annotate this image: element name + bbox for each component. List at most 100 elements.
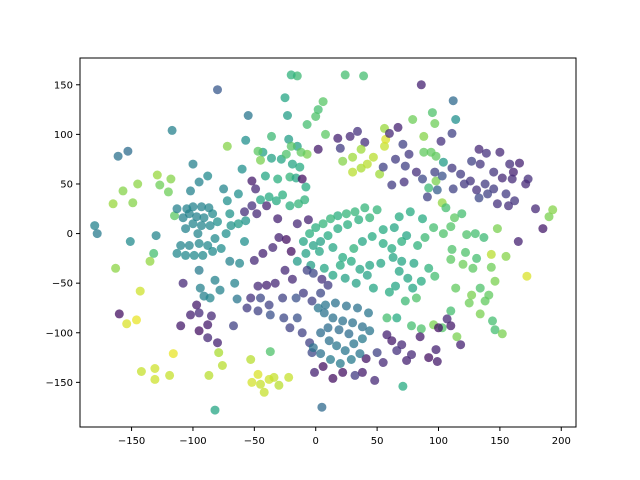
data-point bbox=[392, 346, 402, 356]
data-point bbox=[441, 203, 451, 213]
data-point bbox=[434, 323, 443, 333]
data-point bbox=[194, 265, 204, 275]
data-point bbox=[225, 209, 235, 219]
data-point bbox=[522, 271, 532, 281]
data-point bbox=[297, 328, 307, 338]
data-point bbox=[475, 309, 485, 319]
data-point bbox=[338, 156, 348, 166]
data-point bbox=[408, 115, 418, 124]
data-point bbox=[362, 270, 372, 280]
data-point bbox=[204, 203, 214, 213]
data-point bbox=[155, 180, 165, 190]
data-point bbox=[136, 367, 146, 376]
y-tick-label: −150 bbox=[46, 378, 73, 389]
data-point bbox=[515, 158, 524, 168]
data-point bbox=[475, 159, 485, 169]
data-point bbox=[431, 151, 441, 161]
data-point bbox=[475, 283, 485, 293]
data-point bbox=[504, 201, 513, 211]
data-point bbox=[389, 223, 399, 233]
data-point bbox=[464, 298, 474, 308]
data-point bbox=[474, 193, 484, 203]
data-point bbox=[188, 202, 198, 212]
data-point bbox=[208, 246, 218, 256]
data-point bbox=[422, 192, 432, 202]
data-point bbox=[324, 336, 334, 346]
data-point bbox=[253, 281, 263, 291]
data-point bbox=[113, 151, 123, 161]
data-point bbox=[125, 237, 135, 246]
data-point bbox=[280, 93, 290, 103]
data-point bbox=[199, 213, 209, 223]
data-point bbox=[376, 258, 386, 268]
data-point bbox=[382, 313, 392, 323]
data-point bbox=[447, 163, 457, 173]
data-point bbox=[297, 174, 307, 184]
data-point bbox=[90, 221, 100, 231]
data-point bbox=[387, 180, 397, 190]
data-point bbox=[233, 219, 243, 229]
data-point bbox=[407, 350, 416, 360]
data-point bbox=[424, 263, 434, 273]
data-point bbox=[233, 189, 243, 199]
data-point bbox=[210, 275, 220, 285]
data-point bbox=[265, 347, 275, 357]
data-point bbox=[407, 321, 416, 331]
data-point bbox=[256, 155, 265, 165]
data-point bbox=[510, 196, 520, 206]
data-point bbox=[314, 246, 324, 256]
data-point bbox=[400, 296, 410, 306]
data-point bbox=[362, 159, 372, 169]
data-point bbox=[213, 338, 222, 348]
data-point bbox=[507, 174, 517, 184]
data-point bbox=[468, 263, 478, 273]
data-point bbox=[298, 288, 308, 298]
data-point bbox=[270, 278, 280, 288]
data-point bbox=[430, 119, 440, 128]
data-point bbox=[480, 296, 490, 306]
data-point bbox=[150, 364, 160, 373]
y-tick-label: −100 bbox=[46, 328, 73, 339]
data-point bbox=[360, 137, 370, 147]
data-point bbox=[318, 97, 328, 107]
data-point bbox=[391, 281, 400, 291]
data-point bbox=[150, 374, 160, 384]
data-point bbox=[281, 235, 291, 244]
data-point bbox=[128, 198, 138, 208]
data-point bbox=[333, 211, 343, 221]
data-point bbox=[264, 192, 274, 202]
data-point bbox=[355, 349, 365, 359]
data-point bbox=[436, 136, 446, 146]
data-point bbox=[483, 189, 493, 199]
data-point bbox=[332, 341, 342, 351]
data-point bbox=[268, 243, 278, 252]
data-point bbox=[380, 141, 389, 151]
data-point bbox=[296, 147, 306, 157]
data-point bbox=[308, 241, 318, 250]
data-point bbox=[240, 237, 249, 246]
data-point bbox=[273, 174, 283, 184]
data-point bbox=[323, 280, 333, 290]
data-point bbox=[341, 301, 351, 311]
data-point bbox=[206, 311, 216, 321]
data-point bbox=[492, 199, 502, 209]
data-point bbox=[361, 354, 371, 364]
data-point bbox=[357, 334, 367, 344]
data-point bbox=[308, 268, 318, 278]
data-point bbox=[328, 270, 338, 280]
data-point bbox=[176, 241, 186, 250]
data-point bbox=[247, 377, 257, 387]
data-point bbox=[472, 185, 482, 195]
data-point bbox=[399, 177, 409, 187]
data-point bbox=[184, 241, 194, 250]
data-point bbox=[438, 229, 448, 239]
data-point bbox=[186, 186, 195, 196]
data-point bbox=[230, 278, 240, 288]
data-point bbox=[307, 296, 317, 306]
data-point bbox=[317, 274, 327, 284]
data-point bbox=[316, 349, 326, 359]
data-point bbox=[203, 171, 213, 181]
data-point bbox=[210, 405, 220, 415]
data-point bbox=[133, 179, 143, 189]
data-point bbox=[378, 358, 388, 367]
